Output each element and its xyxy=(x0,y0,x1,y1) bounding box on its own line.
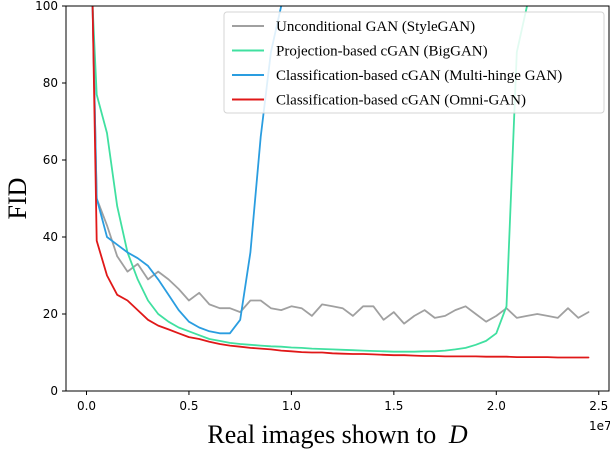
y-axis-ticks: 0 20 40 60 80 100 xyxy=(35,0,66,398)
y-axis-label: FID xyxy=(3,178,32,220)
x-axis-offset-label: 1e7 xyxy=(589,419,610,433)
legend-box xyxy=(223,11,605,114)
y-tick-label: 80 xyxy=(43,76,58,90)
x-tick-label: 2.5 xyxy=(589,399,608,413)
x-tick-label: 0.5 xyxy=(179,399,198,413)
y-tick-label: 60 xyxy=(43,153,58,167)
x-tick-label: 0.0 xyxy=(77,399,96,413)
plot-frame xyxy=(65,5,610,392)
x-axis-ticks: 0.0 0.5 1.0 1.5 2.0 2.5 xyxy=(77,391,608,413)
legend: Unconditional GAN (StyleGAN) Projection-b… xyxy=(223,11,605,114)
x-axis-label: Real images shown to D xyxy=(207,420,467,449)
x-tick-label: 2.0 xyxy=(487,399,506,413)
x-axis-label-italic: D xyxy=(448,420,468,449)
legend-label-2: Projection-based cGAN (BigGAN) xyxy=(276,44,488,60)
x-tick-label: 1.0 xyxy=(282,399,301,413)
y-tick-label: 40 xyxy=(43,230,58,244)
series-line-3 xyxy=(91,6,283,335)
series-line-2 xyxy=(91,6,528,353)
legend-label-3: Classification-based cGAN (Multi-hinge G… xyxy=(276,68,562,84)
y-tick-label: 0 xyxy=(50,384,58,398)
y-tick-label: 20 xyxy=(43,307,58,321)
series-line-4 xyxy=(91,6,590,359)
legend-label-1: Unconditional GAN (StyleGAN) xyxy=(276,19,475,35)
x-tick-label: 1.5 xyxy=(384,399,403,413)
legend-label-4: Classification-based cGAN (Omni-GAN) xyxy=(276,93,526,109)
y-tick-label: 100 xyxy=(35,0,58,13)
x-axis-label-text: Real images shown to xyxy=(207,420,436,449)
series-layer xyxy=(91,6,590,359)
